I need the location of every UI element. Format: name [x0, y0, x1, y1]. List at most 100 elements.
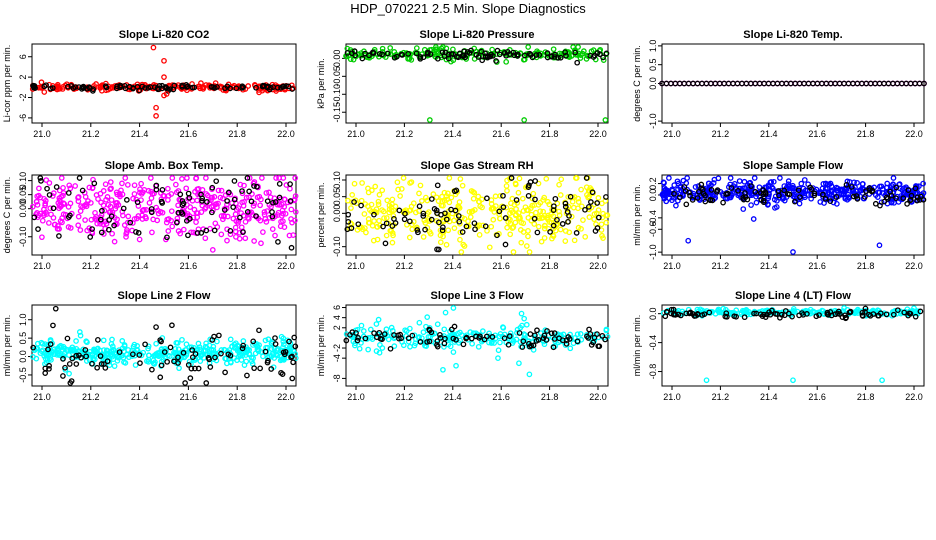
data-point: [517, 227, 524, 233]
data-point: [198, 209, 205, 215]
data-point: [150, 44, 157, 51]
data-point: [241, 362, 248, 368]
data-point: [457, 236, 463, 243]
data-point: [151, 190, 157, 197]
data-point: [160, 193, 167, 199]
data-point: [438, 202, 445, 209]
y-tick-label: 0.05: [18, 186, 28, 204]
data-point: [506, 333, 513, 339]
data-point: [214, 224, 221, 230]
data-point: [369, 336, 376, 343]
data-point: [39, 234, 45, 241]
data-point: [557, 54, 564, 61]
data-point: [401, 216, 408, 223]
data-point: [468, 188, 475, 194]
data-point: [854, 80, 861, 87]
data-point: [211, 227, 218, 234]
data-point: [677, 194, 683, 201]
data-point: [827, 198, 834, 205]
data-point: [54, 226, 61, 232]
data-point: [172, 181, 179, 188]
data-point: [516, 175, 523, 182]
data-point: [145, 345, 151, 352]
data-point: [574, 59, 581, 66]
data-point: [469, 208, 476, 214]
data-point: [796, 200, 803, 207]
x-tick-label: 22.0: [589, 261, 607, 271]
data-point: [64, 335, 71, 342]
y-axis-label: ml/min per min.: [2, 315, 12, 377]
data-point: [822, 186, 829, 192]
data-point: [288, 216, 294, 222]
data-point: [203, 175, 209, 181]
y-tick-label: 0.00: [332, 205, 342, 223]
data-point: [31, 83, 37, 90]
data-point: [811, 192, 818, 199]
data-point: [482, 223, 489, 230]
data-point: [550, 222, 557, 229]
data-point: [243, 352, 249, 358]
data-point: [369, 49, 376, 56]
data-point: [89, 226, 95, 232]
data-point: [870, 307, 876, 314]
data-point: [164, 234, 170, 241]
data-point: [278, 218, 284, 225]
data-point: [67, 225, 74, 231]
data-point: [237, 181, 244, 188]
data-point: [382, 240, 389, 247]
data-point: [875, 189, 882, 196]
data-point: [375, 316, 382, 323]
data-point: [265, 357, 271, 364]
data-point: [528, 342, 535, 349]
data-point: [752, 80, 759, 87]
data-point: [424, 339, 430, 345]
data-point: [379, 51, 385, 58]
data-point: [291, 334, 298, 341]
panel-title: Slope Li-820 CO2: [119, 29, 209, 41]
data-point: [171, 349, 177, 356]
data-point: [532, 209, 539, 216]
data-point: [535, 201, 542, 208]
data-point: [124, 227, 130, 233]
data-point: [106, 217, 112, 223]
data-point: [451, 188, 458, 195]
data-point: [440, 366, 446, 373]
data-point: [781, 197, 788, 204]
data-point: [890, 181, 896, 188]
data-point: [774, 80, 781, 87]
data-point: [199, 198, 205, 204]
data-point: [486, 244, 493, 251]
data-point: [508, 175, 515, 181]
data-point: [259, 175, 265, 181]
data-point: [385, 336, 392, 343]
data-point: [51, 346, 58, 353]
data-point: [795, 187, 802, 194]
data-point: [75, 194, 81, 201]
y-tick-label: -6: [18, 114, 28, 122]
data-point: [272, 335, 278, 341]
y-tick-label: -0.4: [648, 210, 658, 226]
data-point: [359, 55, 366, 62]
data-points: [659, 175, 927, 255]
data-point: [89, 185, 96, 192]
data-point: [50, 322, 56, 329]
data-point: [176, 196, 183, 203]
x-tick-label: 21.4: [131, 129, 149, 139]
data-point: [373, 348, 380, 354]
data-point: [389, 201, 395, 208]
data-point: [137, 360, 143, 366]
data-point: [42, 197, 49, 204]
data-point: [694, 80, 701, 87]
data-point: [891, 199, 897, 206]
y-tick-label: -0.05: [332, 66, 342, 87]
data-point: [65, 204, 72, 210]
data-point: [907, 80, 914, 87]
data-point: [250, 212, 257, 218]
data-point: [117, 193, 123, 200]
data-point: [453, 336, 459, 343]
data-point: [287, 198, 294, 204]
data-point: [273, 175, 279, 181]
data-point: [41, 89, 48, 95]
data-point: [450, 305, 457, 311]
data-point: [484, 195, 490, 202]
